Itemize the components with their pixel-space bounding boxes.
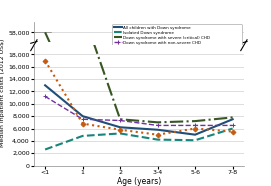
X-axis label: Age (years): Age (years)	[117, 177, 161, 186]
Down syndrome with severe (critical) CHD	[156, 159, 159, 161]
Down syndrome with non-severe CHD	[193, 160, 197, 163]
Isolated Down syndrome	[81, 135, 84, 137]
Legend: All children with Down syndrome, Isolated Down syndrome, Down syndrome with seve: All children with Down syndrome, Isolate…	[112, 24, 242, 51]
Down syndrome with major birth defects other than CHD	[44, 134, 47, 136]
Down syndrome with non-severe CHD	[156, 160, 159, 163]
Down syndrome with severe (critical) CHD	[81, 10, 84, 12]
Down syndrome with non-severe CHD	[118, 119, 122, 122]
Isolated Down syndrome	[156, 166, 159, 168]
All children with Down syndrome	[81, 157, 84, 159]
Isolated Down syndrome	[44, 170, 47, 172]
Down syndrome with severe (critical) CHD	[81, 114, 84, 116]
All children with Down syndrome	[193, 164, 197, 166]
Line: Down syndrome with major birth defects other than CHD: Down syndrome with major birth defects o…	[43, 59, 234, 136]
Down syndrome with major birth defects other than CHD	[156, 164, 159, 166]
Isolated Down syndrome	[81, 165, 84, 167]
Down syndrome with non-severe CHD	[81, 118, 84, 120]
Down syndrome with severe (critical) CHD	[231, 116, 234, 118]
Down syndrome with severe (critical) CHD	[118, 158, 122, 160]
Down syndrome with non-severe CHD	[44, 95, 47, 97]
Down syndrome with non-severe CHD	[118, 158, 122, 161]
Isolated Down syndrome	[231, 127, 234, 130]
Isolated Down syndrome	[44, 148, 47, 151]
Down syndrome with major birth defects other than CHD	[231, 130, 234, 133]
Down syndrome with non-severe CHD	[193, 124, 197, 126]
Down syndrome with major birth defects other than CHD	[193, 162, 197, 164]
All children with Down syndrome	[193, 134, 197, 136]
Line: Down syndrome with major birth defects other than CHD: Down syndrome with major birth defects o…	[43, 133, 234, 167]
Line: All children with Down syndrome: All children with Down syndrome	[45, 85, 233, 135]
Line: Isolated Down syndrome: Isolated Down syndrome	[45, 163, 233, 171]
Text: Median inpatient costs (2012 US$): Median inpatient costs (2012 US$)	[0, 39, 5, 147]
Down syndrome with severe (critical) CHD	[193, 120, 197, 122]
Isolated Down syndrome	[193, 139, 197, 141]
All children with Down syndrome	[118, 161, 122, 163]
All children with Down syndrome	[44, 84, 47, 86]
Down syndrome with major birth defects other than CHD	[44, 60, 47, 62]
Down syndrome with non-severe CHD	[81, 158, 84, 160]
Line: All children with Down syndrome: All children with Down syndrome	[45, 145, 233, 165]
All children with Down syndrome	[231, 118, 234, 120]
Down syndrome with major birth defects other than CHD	[81, 122, 84, 125]
Isolated Down syndrome	[156, 139, 159, 141]
All children with Down syndrome	[44, 144, 47, 146]
Down syndrome with non-severe CHD	[231, 124, 234, 126]
All children with Down syndrome	[231, 158, 234, 160]
Isolated Down syndrome	[231, 162, 234, 164]
Down syndrome with non-severe CHD	[44, 149, 47, 151]
Down syndrome with non-severe CHD	[156, 124, 159, 126]
Down syndrome with severe (critical) CHD	[193, 159, 197, 161]
Down syndrome with non-severe CHD	[231, 160, 234, 163]
Down syndrome with severe (critical) CHD	[44, 31, 47, 33]
All children with Down syndrome	[156, 162, 159, 164]
Down syndrome with major birth defects other than CHD	[231, 163, 234, 165]
Down syndrome with severe (critical) CHD	[231, 157, 234, 159]
Down syndrome with severe (critical) CHD	[118, 118, 122, 120]
All children with Down syndrome	[156, 129, 159, 131]
Line: Down syndrome with severe (critical) CHD: Down syndrome with severe (critical) CHD	[45, 0, 233, 122]
Down syndrome with major birth defects other than CHD	[193, 127, 197, 130]
Down syndrome with major birth defects other than CHD	[156, 134, 159, 136]
Isolated Down syndrome	[118, 132, 122, 134]
Isolated Down syndrome	[193, 166, 197, 169]
All children with Down syndrome	[118, 126, 122, 128]
Down syndrome with major birth defects other than CHD	[118, 129, 122, 131]
Line: Down syndrome with non-severe CHD: Down syndrome with non-severe CHD	[43, 148, 235, 163]
Down syndrome with major birth defects other than CHD	[81, 160, 84, 162]
Line: Isolated Down syndrome: Isolated Down syndrome	[45, 129, 233, 150]
Line: Down syndrome with severe (critical) CHD: Down syndrome with severe (critical) CHD	[45, 32, 233, 160]
Isolated Down syndrome	[118, 164, 122, 166]
All children with Down syndrome	[81, 115, 84, 117]
Down syndrome with severe (critical) CHD	[156, 121, 159, 124]
Line: Down syndrome with non-severe CHD: Down syndrome with non-severe CHD	[43, 94, 235, 128]
Down syndrome with major birth defects other than CHD	[118, 162, 122, 164]
